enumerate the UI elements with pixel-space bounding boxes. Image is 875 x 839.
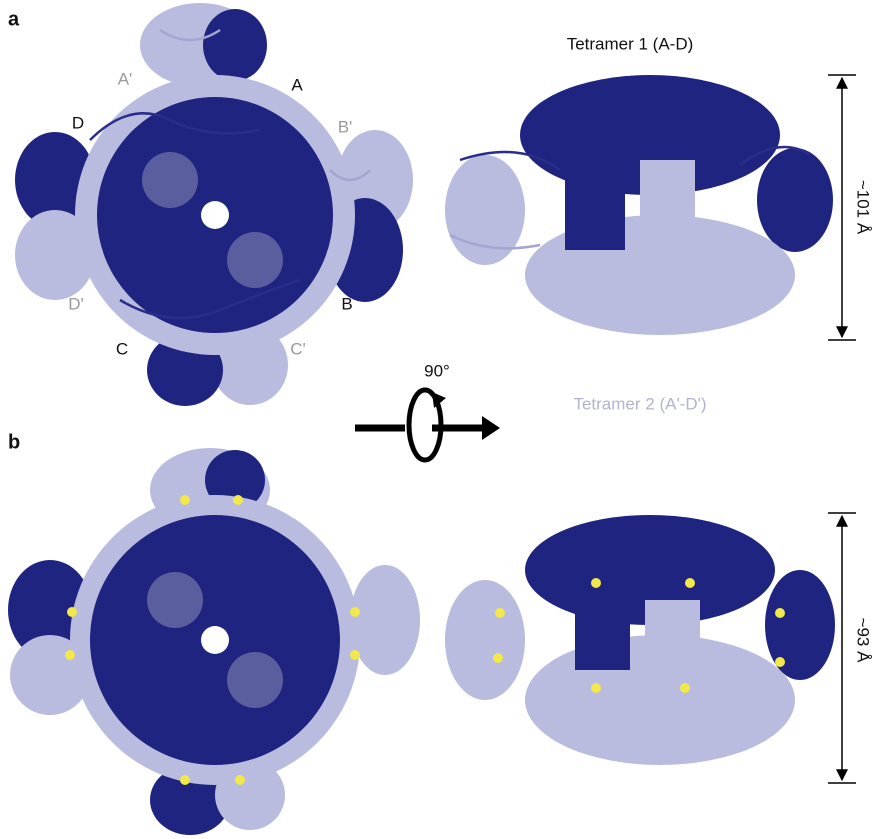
structure-a-side [445, 75, 833, 335]
chain-label: A' [118, 69, 133, 88]
figure: a A' A D B' D' B C C' Tetramer 1 (A-D) ~… [0, 0, 875, 839]
chain-label: B' [338, 117, 353, 136]
chain-label: B [341, 294, 352, 313]
tetramer-2-label: Tetramer 2 (A'-D') [573, 394, 706, 413]
tetramer-1-label: Tetramer 1 (A-D) [567, 34, 694, 53]
panel-label: a [8, 8, 20, 30]
dimension-label: ~93 Å [854, 618, 873, 664]
chain-label: D' [68, 294, 84, 313]
structure-a-top [15, 3, 413, 406]
dimension-label: ~101 Å [854, 180, 873, 235]
panel-label: b [8, 431, 20, 453]
rotation-arrow [355, 390, 500, 460]
chain-label: C' [290, 339, 306, 358]
chain-label: A [291, 75, 303, 94]
chain-label: D [72, 113, 84, 132]
rotation-label: 90° [424, 361, 450, 380]
structure-b-top [8, 448, 420, 835]
scale-bar [828, 513, 856, 783]
structure-b-side [445, 515, 835, 765]
chain-label: C [116, 339, 128, 358]
